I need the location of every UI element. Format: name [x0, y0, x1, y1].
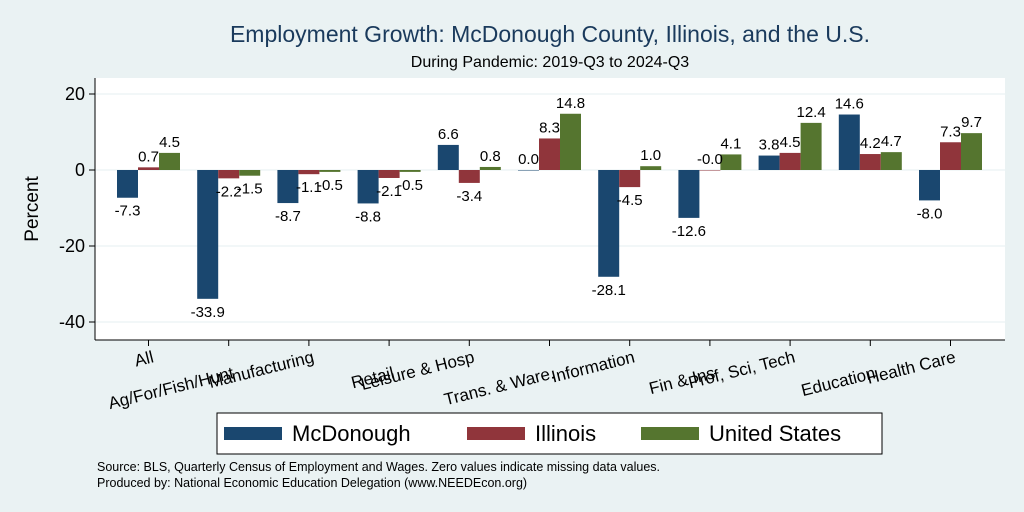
- y-tick-label: 20: [65, 84, 85, 104]
- legend-swatch-mcdonough: [224, 427, 282, 440]
- category-label: Prof, Sci, Tech: [686, 347, 797, 392]
- y-tick-label: -40: [59, 312, 85, 332]
- bar-illinois: [458, 170, 480, 183]
- data-label: 4.5: [780, 134, 801, 151]
- data-label: -3.4: [456, 188, 482, 205]
- bar-united-states: [319, 170, 341, 172]
- legend-label: McDonough: [292, 421, 411, 446]
- data-label: 14.6: [835, 96, 864, 113]
- bar-illinois: [298, 170, 320, 175]
- bar-illinois: [539, 138, 560, 170]
- bar-mcdonough: [277, 170, 299, 204]
- data-label: 4.1: [720, 135, 741, 152]
- footnotes: Source: BLS, Quarterly Census of Employm…: [97, 460, 660, 490]
- bar-united-states: [880, 152, 902, 170]
- bar-mcdonough: [598, 170, 620, 277]
- chart-title: Employment Growth: McDonough County, Ill…: [230, 21, 870, 47]
- data-label: 7.3: [940, 123, 961, 140]
- data-label: 0.8: [480, 148, 501, 165]
- data-label: -8.0: [917, 205, 943, 222]
- bar-mcdonough: [678, 170, 700, 218]
- bar-illinois: [779, 152, 801, 170]
- bar-united-states: [159, 152, 180, 170]
- category-label: Trans. & Ware.: [442, 363, 556, 409]
- bar-illinois: [699, 170, 721, 171]
- data-label: -2.1: [376, 183, 402, 200]
- data-label: -0.5: [317, 177, 343, 194]
- legend-swatch-united-states: [641, 427, 699, 440]
- data-label: -12.6: [672, 223, 706, 240]
- data-label: -28.1: [592, 282, 626, 299]
- data-label: 0.7: [138, 148, 159, 165]
- bar-illinois: [378, 170, 400, 178]
- data-label: 14.8: [556, 95, 585, 112]
- source-note: Source: BLS, Quarterly Census of Employm…: [97, 460, 660, 474]
- data-label: -1.1: [296, 179, 322, 196]
- data-label: 4.7: [881, 133, 902, 150]
- data-label: -0.5: [397, 177, 423, 194]
- bar-united-states: [800, 122, 822, 170]
- category-label: Manufacturing: [207, 347, 316, 391]
- y-tick-label: 0: [75, 160, 85, 180]
- bar-united-states: [720, 154, 742, 170]
- y-tick-label: -20: [59, 236, 85, 256]
- legend-label: United States: [709, 421, 841, 446]
- bars: [117, 113, 982, 299]
- bar-united-states: [479, 166, 501, 170]
- bar-labels: -7.3 -33.9 -8.7 -8.8 6.6 0.0 -28.1 -12.6 3.8 14.6…: [115, 95, 982, 321]
- bar-mcdonough: [117, 170, 138, 198]
- data-label: 6.6: [438, 126, 459, 143]
- bar-mcdonough: [518, 170, 539, 171]
- plot-area: [95, 78, 1005, 340]
- bar-illinois: [138, 167, 159, 170]
- bar-united-states: [961, 133, 982, 170]
- data-label: -0.0: [697, 151, 723, 168]
- chart-subtitle: During Pandemic: 2019-Q3 to 2024-Q3: [411, 54, 689, 71]
- y-axis: 20 0 -20 -40: [59, 78, 96, 340]
- data-label: -7.3: [115, 203, 141, 220]
- producer-note: Produced by: National Economic Education…: [97, 476, 527, 490]
- bar-illinois: [619, 170, 641, 188]
- bar-united-states: [399, 170, 421, 172]
- bar-mcdonough: [197, 170, 219, 299]
- data-label: 8.3: [539, 119, 560, 136]
- bar-mcdonough: [758, 155, 780, 170]
- data-label: 0.0: [518, 151, 539, 168]
- bar-illinois: [218, 170, 240, 179]
- data-label: 4.5: [159, 134, 180, 151]
- legend-label: Illinois: [535, 421, 596, 446]
- bar-united-states: [560, 113, 581, 170]
- category-label: Information: [550, 347, 637, 386]
- data-label: -4.5: [617, 192, 643, 209]
- data-label: -2.2: [216, 183, 242, 200]
- data-label: 9.7: [961, 114, 982, 131]
- bar-united-states: [239, 170, 261, 176]
- data-label: 3.8: [759, 137, 780, 154]
- data-label: -33.9: [191, 304, 225, 321]
- data-label: 1.0: [640, 147, 661, 164]
- data-label: 4.2: [860, 135, 881, 152]
- data-label: -8.7: [275, 208, 301, 225]
- data-label: -1.5: [237, 181, 263, 198]
- category-label: All: [133, 347, 156, 370]
- y-axis-label: Percent: [22, 176, 43, 242]
- data-label: 12.4: [796, 104, 825, 121]
- bar-mcdonough: [838, 114, 860, 170]
- bar-mcdonough: [437, 144, 459, 170]
- legend: McDonough Illinois United States: [216, 412, 883, 455]
- bar-united-states: [640, 166, 662, 170]
- legend-swatch-illinois: [467, 427, 525, 440]
- bar-illinois: [859, 154, 881, 170]
- category-label: Health Care: [865, 347, 958, 387]
- bar-mcdonough: [919, 170, 940, 201]
- data-label: -8.8: [355, 208, 381, 225]
- legend-box: [216, 412, 883, 455]
- bar-mcdonough: [357, 170, 379, 204]
- bar-illinois: [940, 142, 961, 170]
